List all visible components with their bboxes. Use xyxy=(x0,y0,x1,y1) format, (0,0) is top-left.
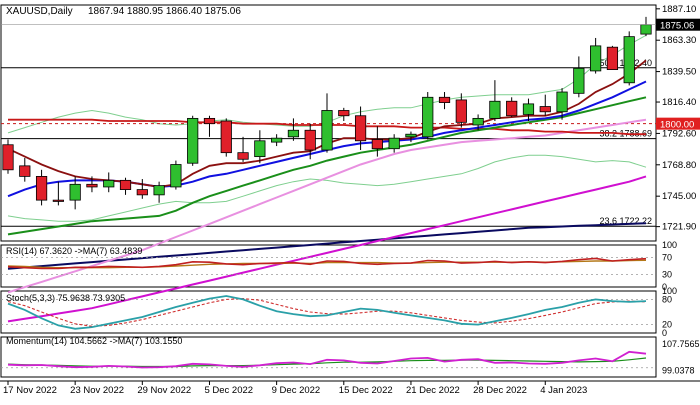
candle-bullish xyxy=(170,164,182,188)
candle-bearish xyxy=(2,144,14,171)
main-ytick-label: 1768.80 xyxy=(662,160,696,171)
x-tick-label: 29 Nov 2022 xyxy=(137,385,191,396)
candle-bearish xyxy=(119,179,132,190)
candle-bearish xyxy=(237,152,249,160)
current-price-tag xyxy=(656,18,700,31)
momentum-title: Momentum(14) 104.5662 ->MA(7) 103.1550 xyxy=(6,336,182,346)
level-price-tag-label: 1800.00 xyxy=(660,120,694,131)
stoch-ytick-label: 20 xyxy=(662,320,672,330)
stoch-d-line xyxy=(7,298,647,327)
rsi-ytick-label: 0 xyxy=(662,282,667,292)
axis-layer: 1887.10 1863.30 1839.50 1816.40 1792.60 1768.… xyxy=(3,4,700,396)
rsi-title: RSI(14) 67.3620 ->MA(7) 63.4839 xyxy=(6,246,142,256)
candle-bullish xyxy=(489,100,501,119)
stoch-k-line xyxy=(7,295,647,330)
main-ytick-label: 1839.50 xyxy=(662,67,696,78)
candle-bullish xyxy=(556,91,568,113)
candle-bearish xyxy=(338,110,350,117)
candle-bullish xyxy=(388,137,400,150)
x-tick-label: 17 Nov 2022 xyxy=(3,385,57,396)
candle-bullish xyxy=(590,45,602,72)
candle-bullish xyxy=(271,137,283,143)
candle-bullish xyxy=(522,103,535,115)
candle-bearish xyxy=(136,189,148,196)
candle-bullish xyxy=(422,96,434,138)
stoch-ytick-label: 0 xyxy=(662,328,667,338)
stoch-ytick-label: 80 xyxy=(662,294,672,304)
ma-green-line xyxy=(7,96,647,236)
stoch-ytick-label: 100 xyxy=(662,286,677,296)
panel-frame-stoch xyxy=(0,290,657,334)
level-price-tag xyxy=(656,117,700,130)
candle-bearish xyxy=(35,175,48,201)
candle-bearish xyxy=(52,199,64,202)
candle-bullish xyxy=(573,67,585,94)
candle-bullish xyxy=(69,183,81,201)
current-price-tag-label: 1875.06 xyxy=(660,21,694,32)
momentum-ytick-label: 99.0378 xyxy=(662,366,695,376)
ma-magenta-line xyxy=(7,175,647,323)
main-ytick-label: 1792.60 xyxy=(662,128,696,139)
candle-bullish xyxy=(187,117,199,164)
ma-pink-line xyxy=(7,118,647,294)
candle-bullish xyxy=(321,110,333,151)
stoch-title: Stoch(5,3,3) 75.9638 73.9305 xyxy=(6,293,125,303)
candle-bearish xyxy=(354,115,367,142)
main-ytick-label: 1887.10 xyxy=(662,4,696,15)
rsi-ytick-label: 70 xyxy=(662,253,672,263)
momentum-line xyxy=(7,350,647,369)
rsi-line xyxy=(7,257,647,270)
x-tick-label: 28 Dec 2022 xyxy=(473,385,527,396)
candle-bearish xyxy=(203,117,216,125)
candle-bullish xyxy=(287,129,300,138)
stoch-panel xyxy=(1,295,656,330)
candle-bearish xyxy=(86,183,98,188)
candle-bearish xyxy=(539,106,551,113)
ma-navy-line xyxy=(7,222,647,270)
candle-bullish xyxy=(153,185,165,196)
candle-bearish xyxy=(506,100,518,117)
momentum-ytick-label: 107.7565 xyxy=(662,339,700,349)
main-ytick-label: 1863.30 xyxy=(662,35,696,46)
rsi-panel xyxy=(1,257,656,275)
candle-bearish xyxy=(220,120,232,154)
symbol-label: XAUUSD,Daily xyxy=(6,6,73,17)
x-tick-label: 9 Dec 2022 xyxy=(272,385,321,396)
rsi-ytick-label: 100 xyxy=(662,240,677,250)
grid-layer xyxy=(0,4,700,382)
candle-bullish xyxy=(103,179,115,188)
candle-bearish xyxy=(455,99,467,123)
candle-bearish xyxy=(19,165,31,177)
momentum-panel xyxy=(1,350,656,369)
x-tick-label: 5 Dec 2022 xyxy=(204,385,253,396)
bollinger-lower-line xyxy=(7,154,647,222)
panel-frame-rsi xyxy=(0,244,657,288)
candle-bearish xyxy=(606,46,619,71)
main-ytick-label: 1745.00 xyxy=(662,191,696,202)
candle-bullish xyxy=(472,117,484,126)
main-ytick-label: 1721.90 xyxy=(662,222,696,233)
rsi-ytick-label: 30 xyxy=(662,269,672,279)
candle-bearish xyxy=(371,139,383,150)
candle-bullish xyxy=(640,24,652,35)
panel-frame-mom xyxy=(0,336,657,378)
candle-bearish xyxy=(438,96,451,103)
main-ytick-label: 1816.40 xyxy=(662,97,696,108)
candle-bullish xyxy=(254,140,266,158)
candle-bullish xyxy=(405,133,417,138)
ohlc-label: 1867.94 1880.95 1866.40 1875.06 xyxy=(88,6,241,17)
x-tick-label: 23 Nov 2022 xyxy=(70,385,124,396)
candle-bearish xyxy=(304,129,316,151)
x-tick-label: 15 Dec 2022 xyxy=(339,385,393,396)
x-tick-label: 21 Dec 2022 xyxy=(406,385,460,396)
candle-bullish xyxy=(623,36,635,84)
x-tick-label: 4 Jan 2023 xyxy=(540,385,587,396)
fib-level-label: 23.6 1722.22 xyxy=(599,216,652,226)
